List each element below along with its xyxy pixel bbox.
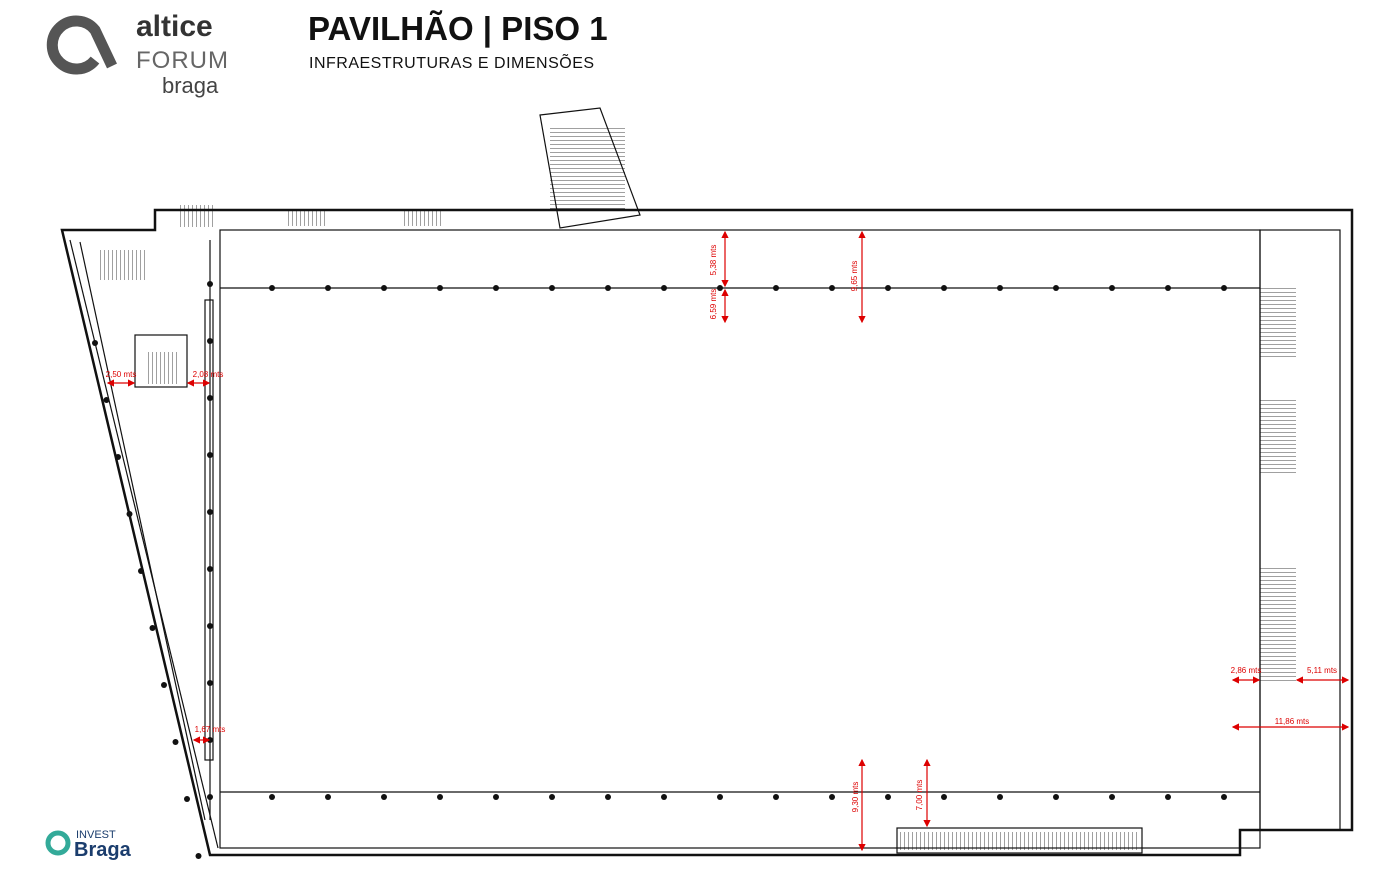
column xyxy=(661,285,667,291)
building xyxy=(60,107,1354,859)
column xyxy=(92,340,98,346)
column xyxy=(149,625,156,631)
column xyxy=(885,794,891,800)
dimension-label: 11,86 mts xyxy=(1275,717,1310,726)
dimension-label: 2,08 mts xyxy=(193,370,224,379)
column xyxy=(605,794,611,800)
column xyxy=(1109,794,1115,800)
column xyxy=(325,285,331,291)
stairs xyxy=(178,205,216,227)
logo-city: braga xyxy=(162,73,219,98)
column xyxy=(1221,285,1227,291)
column xyxy=(941,285,947,291)
column xyxy=(207,395,213,401)
column xyxy=(207,452,213,458)
column xyxy=(997,285,1003,291)
column xyxy=(1165,285,1171,291)
bleachers xyxy=(896,827,1143,854)
stairs xyxy=(1260,398,1296,473)
column xyxy=(184,796,190,802)
invest-icon xyxy=(45,830,71,856)
column xyxy=(493,794,499,800)
footer-logo: INVEST Braga xyxy=(45,829,132,861)
column xyxy=(195,853,202,859)
stairs xyxy=(1260,285,1296,360)
column xyxy=(1109,285,1115,291)
column xyxy=(126,511,133,517)
dimension-label: 5,11 mts xyxy=(1307,666,1337,675)
logo: altice FORUM braga xyxy=(46,10,229,98)
column xyxy=(829,794,835,800)
dimension-label: 7,00 mts xyxy=(915,780,924,811)
column xyxy=(1221,794,1227,800)
dimension-label: 2,86 mts xyxy=(1231,666,1262,675)
column xyxy=(207,281,213,287)
column xyxy=(437,285,443,291)
wall xyxy=(204,299,214,761)
invest-top: INVEST xyxy=(76,829,116,841)
outer-wall xyxy=(60,208,1354,857)
column xyxy=(661,794,667,800)
columns xyxy=(92,281,1227,859)
dimension-label: 6,59 mts xyxy=(709,289,718,320)
subtitle: INFRAESTRUTURAS E DIMENSÕES xyxy=(309,52,595,72)
dimension-label: 9,65 mts xyxy=(850,261,859,292)
column xyxy=(103,397,110,403)
logo-brand: altice xyxy=(136,10,213,43)
stairs xyxy=(900,832,1138,850)
column xyxy=(325,794,331,800)
column xyxy=(1053,794,1059,800)
column xyxy=(161,682,167,688)
column xyxy=(1165,794,1171,800)
column xyxy=(138,568,144,574)
dimension-label: 2,50 mts xyxy=(106,370,137,379)
dimension-label: 9,30 mts xyxy=(851,782,860,813)
dimension-label: 5,38 mts xyxy=(709,245,718,276)
column xyxy=(605,285,611,291)
column xyxy=(207,623,213,629)
stairs xyxy=(1260,568,1296,683)
column xyxy=(381,285,387,291)
column xyxy=(269,794,275,800)
column xyxy=(773,794,779,800)
column xyxy=(437,794,443,800)
logo-mark xyxy=(46,15,117,75)
invest-bottom: Braga xyxy=(74,839,132,861)
column xyxy=(115,454,121,460)
column xyxy=(172,739,179,745)
hall xyxy=(219,229,1261,849)
side-corridor xyxy=(1259,229,1341,831)
column xyxy=(269,285,275,291)
stairs xyxy=(100,250,145,280)
column xyxy=(207,566,213,572)
stairs xyxy=(145,352,177,384)
slanted-wall xyxy=(69,239,219,849)
column xyxy=(207,794,213,800)
stairs xyxy=(288,210,328,226)
column xyxy=(829,285,835,291)
column xyxy=(717,794,723,800)
column xyxy=(997,794,1003,800)
stairs xyxy=(550,125,625,210)
dimension-label: 1,67 mts xyxy=(195,725,226,734)
column xyxy=(493,285,499,291)
column xyxy=(549,285,555,291)
dimensions: 5,38 mts 6,59 mts 9,65 mts 2,50 mts 2,08… xyxy=(106,230,1350,852)
stair-core xyxy=(134,334,188,388)
column xyxy=(549,794,555,800)
column xyxy=(207,680,213,686)
column xyxy=(207,509,213,515)
slanted-wall xyxy=(79,241,206,821)
logo-name: FORUM xyxy=(136,47,229,74)
stairs xyxy=(402,210,442,226)
column xyxy=(773,285,779,291)
column xyxy=(207,338,213,344)
column xyxy=(381,794,387,800)
title: PAVILHÃO | PISO 1 xyxy=(308,10,608,47)
column xyxy=(885,285,891,291)
column xyxy=(1053,285,1059,291)
column xyxy=(941,794,947,800)
